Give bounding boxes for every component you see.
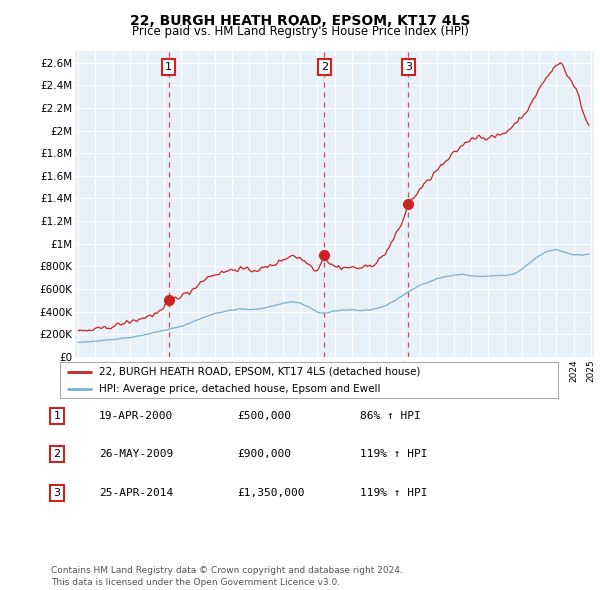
Text: HPI: Average price, detached house, Epsom and Ewell: HPI: Average price, detached house, Epso… (99, 384, 380, 394)
Text: 86% ↑ HPI: 86% ↑ HPI (360, 411, 421, 421)
Text: 22, BURGH HEATH ROAD, EPSOM, KT17 4LS (detached house): 22, BURGH HEATH ROAD, EPSOM, KT17 4LS (d… (99, 366, 420, 376)
Text: 22, BURGH HEATH ROAD, EPSOM, KT17 4LS: 22, BURGH HEATH ROAD, EPSOM, KT17 4LS (130, 14, 470, 28)
Text: 119% ↑ HPI: 119% ↑ HPI (360, 450, 427, 459)
Text: 2: 2 (53, 450, 61, 459)
Text: 1: 1 (165, 62, 172, 72)
Text: 119% ↑ HPI: 119% ↑ HPI (360, 488, 427, 497)
Text: £500,000: £500,000 (237, 411, 291, 421)
Text: Contains HM Land Registry data © Crown copyright and database right 2024.
This d: Contains HM Land Registry data © Crown c… (51, 566, 403, 587)
Text: Price paid vs. HM Land Registry's House Price Index (HPI): Price paid vs. HM Land Registry's House … (131, 25, 469, 38)
Text: 3: 3 (405, 62, 412, 72)
Text: 19-APR-2000: 19-APR-2000 (99, 411, 173, 421)
Text: 25-APR-2014: 25-APR-2014 (99, 488, 173, 497)
Text: £1,350,000: £1,350,000 (237, 488, 305, 497)
Text: 26-MAY-2009: 26-MAY-2009 (99, 450, 173, 459)
Text: £900,000: £900,000 (237, 450, 291, 459)
Text: 3: 3 (53, 488, 61, 497)
Text: 1: 1 (53, 411, 61, 421)
Text: 2: 2 (321, 62, 328, 72)
